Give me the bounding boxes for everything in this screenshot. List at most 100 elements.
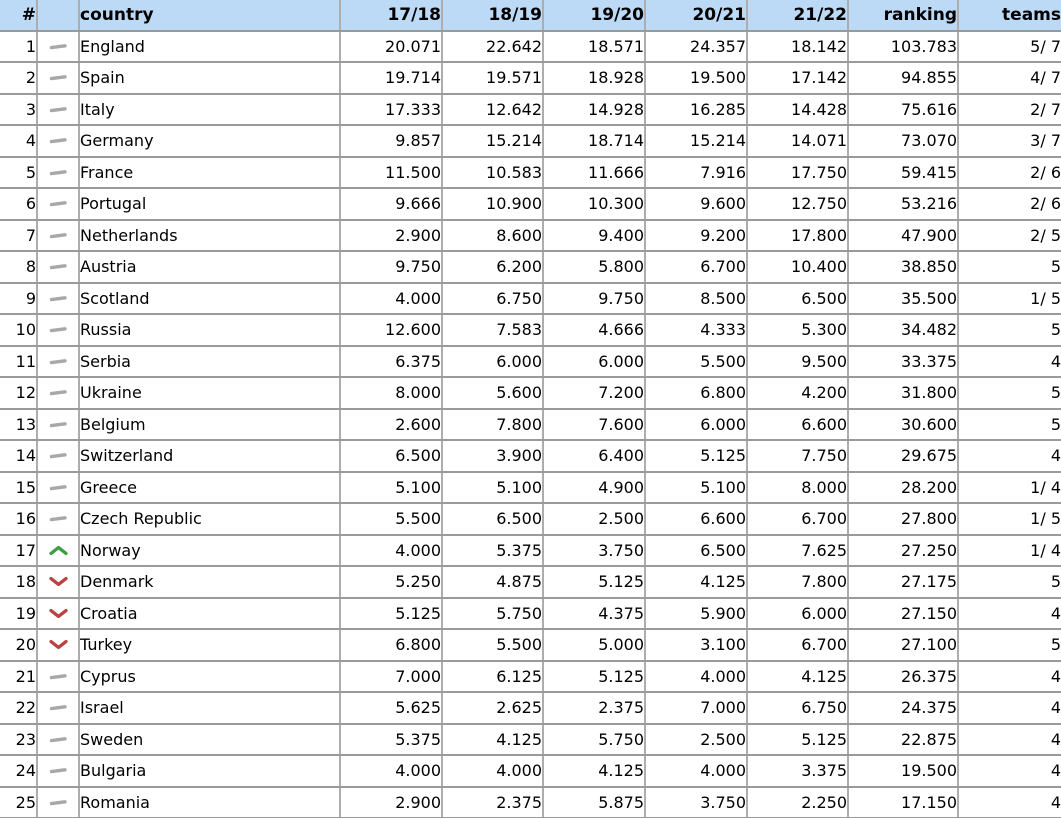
rank-cell: 4 bbox=[0, 124, 38, 158]
trend-cell bbox=[36, 659, 80, 693]
rank-cell: 7 bbox=[0, 218, 38, 252]
ranking-cell: 29.675 bbox=[847, 439, 959, 473]
season-19-20-cell: 10.300 bbox=[542, 187, 646, 221]
season-19-20-cell: 4.125 bbox=[542, 754, 646, 788]
rank-cell: 13 bbox=[0, 407, 38, 441]
season-21-22-cell: 4.200 bbox=[746, 376, 849, 410]
season-19-20-cell: 9.750 bbox=[542, 281, 646, 315]
dash-icon bbox=[49, 482, 68, 493]
season-19-20-cell: 5.800 bbox=[542, 250, 646, 284]
ranking-cell: 94.855 bbox=[847, 61, 959, 95]
ranking-cell: 19.500 bbox=[847, 754, 959, 788]
season-19-20-cell: 14.928 bbox=[542, 92, 646, 126]
teams-cell: 5/ 7 bbox=[957, 29, 1061, 63]
rank-cell: 8 bbox=[0, 250, 38, 284]
trend-cell bbox=[36, 470, 80, 504]
country-cell: Greece bbox=[78, 470, 341, 504]
dash-icon bbox=[49, 797, 68, 808]
season-18-19-cell: 5.750 bbox=[441, 596, 544, 630]
season-19-20-cell: 4.666 bbox=[542, 313, 646, 347]
ranking-cell: 53.216 bbox=[847, 187, 959, 221]
country-cell: Switzerland bbox=[78, 439, 341, 473]
season-19-20-cell: 6.000 bbox=[542, 344, 646, 378]
ranking-cell: 22.875 bbox=[847, 722, 959, 756]
season-20-21-cell: 5.500 bbox=[644, 344, 748, 378]
season-19-20-cell: 5.750 bbox=[542, 722, 646, 756]
teams-cell: 5 bbox=[957, 565, 1061, 599]
table-row: 19 Croatia 5.125 5.750 4.375 5.900 6.000 27.150… bbox=[0, 596, 1061, 630]
teams-cell: 2/ 5 bbox=[957, 218, 1061, 252]
season-17-18-cell: 2.900 bbox=[339, 785, 443, 818]
teams-cell: 5 bbox=[957, 313, 1061, 347]
ranking-cell: 31.800 bbox=[847, 376, 959, 410]
season-21-22-cell: 14.071 bbox=[746, 124, 849, 158]
rank-cell: 22 bbox=[0, 691, 38, 725]
season-21-22-cell: 7.800 bbox=[746, 565, 849, 599]
table-row: 12 Ukraine 8.000 5.600 7.200 6.800 4.200 31.800… bbox=[0, 376, 1061, 410]
season-19-20-cell: 5.000 bbox=[542, 628, 646, 662]
teams-cell: 2/ 7 bbox=[957, 92, 1061, 126]
trend-cell bbox=[36, 92, 80, 126]
rank-cell: 1 bbox=[0, 29, 38, 63]
country-cell: Bulgaria bbox=[78, 754, 341, 788]
country-cell: France bbox=[78, 155, 341, 189]
table-row: 11 Serbia 6.375 6.000 6.000 5.500 9.500 33.375 4 bbox=[0, 344, 1061, 378]
dash-icon bbox=[49, 261, 68, 272]
season-17-18-cell: 4.000 bbox=[339, 533, 443, 567]
season-17-18-cell: 5.375 bbox=[339, 722, 443, 756]
season-21-22-cell: 14.428 bbox=[746, 92, 849, 126]
season-20-21-cell: 6.000 bbox=[644, 407, 748, 441]
season-20-21-cell: 4.000 bbox=[644, 659, 748, 693]
table-row: 16 Czech Republic 5.500 6.500 2.500 6.600 6.70… bbox=[0, 502, 1061, 536]
ranking-cell: 27.800 bbox=[847, 502, 959, 536]
country-cell: Belgium bbox=[78, 407, 341, 441]
season-19-20-cell: 9.400 bbox=[542, 218, 646, 252]
trend-cell bbox=[36, 439, 80, 473]
rank-cell: 2 bbox=[0, 61, 38, 95]
season-18-19-cell: 6.125 bbox=[441, 659, 544, 693]
rank-cell: 17 bbox=[0, 533, 38, 567]
dash-icon bbox=[49, 230, 68, 241]
header-season-18-19: 18/19 bbox=[441, 0, 544, 32]
ranking-cell: 17.150 bbox=[847, 785, 959, 818]
season-18-19-cell: 6.750 bbox=[441, 281, 544, 315]
table-row: 17 Norway 4.000 5.375 3.750 6.500 7.625 27.250 1… bbox=[0, 533, 1061, 567]
table-header: # country 17/18 18/19 19/20 20/21 21/22 … bbox=[0, 0, 1061, 32]
ranking-cell: 34.482 bbox=[847, 313, 959, 347]
teams-cell: 1/ 5 bbox=[957, 281, 1061, 315]
dash-icon bbox=[49, 135, 68, 146]
header-rank: # bbox=[0, 0, 38, 32]
table-row: 14 Switzerland 6.500 3.900 6.400 5.125 7.750 29… bbox=[0, 439, 1061, 473]
rank-cell: 16 bbox=[0, 502, 38, 536]
header-row: # country 17/18 18/19 19/20 20/21 21/22 … bbox=[0, 0, 1061, 32]
season-18-19-cell: 5.100 bbox=[441, 470, 544, 504]
season-19-20-cell: 11.666 bbox=[542, 155, 646, 189]
season-20-21-cell: 19.500 bbox=[644, 61, 748, 95]
chevron-down-icon bbox=[48, 608, 68, 619]
trend-cell bbox=[36, 187, 80, 221]
teams-cell: 4 bbox=[957, 785, 1061, 818]
header-season-19-20: 19/20 bbox=[542, 0, 646, 32]
season-19-20-cell: 7.200 bbox=[542, 376, 646, 410]
season-21-22-cell: 6.750 bbox=[746, 691, 849, 725]
country-cell: Netherlands bbox=[78, 218, 341, 252]
table-row: 13 Belgium 2.600 7.800 7.600 6.000 6.600 30.600… bbox=[0, 407, 1061, 441]
season-17-18-cell: 6.375 bbox=[339, 344, 443, 378]
table-row: 5 France 11.500 10.583 11.666 7.916 17.750 59.4… bbox=[0, 155, 1061, 189]
dash-icon bbox=[49, 41, 68, 52]
trend-cell bbox=[36, 722, 80, 756]
season-20-21-cell: 4.125 bbox=[644, 565, 748, 599]
dash-icon bbox=[49, 72, 68, 83]
season-17-18-cell: 5.500 bbox=[339, 502, 443, 536]
country-cell: Croatia bbox=[78, 596, 341, 630]
season-17-18-cell: 11.500 bbox=[339, 155, 443, 189]
season-17-18-cell: 20.071 bbox=[339, 29, 443, 63]
season-18-19-cell: 6.500 bbox=[441, 502, 544, 536]
dash-icon bbox=[49, 702, 68, 713]
season-17-18-cell: 5.125 bbox=[339, 596, 443, 630]
season-17-18-cell: 5.100 bbox=[339, 470, 443, 504]
teams-cell: 4 bbox=[957, 596, 1061, 630]
season-17-18-cell: 5.250 bbox=[339, 565, 443, 599]
table-row: 24 Bulgaria 4.000 4.000 4.125 4.000 3.375 19.50… bbox=[0, 754, 1061, 788]
